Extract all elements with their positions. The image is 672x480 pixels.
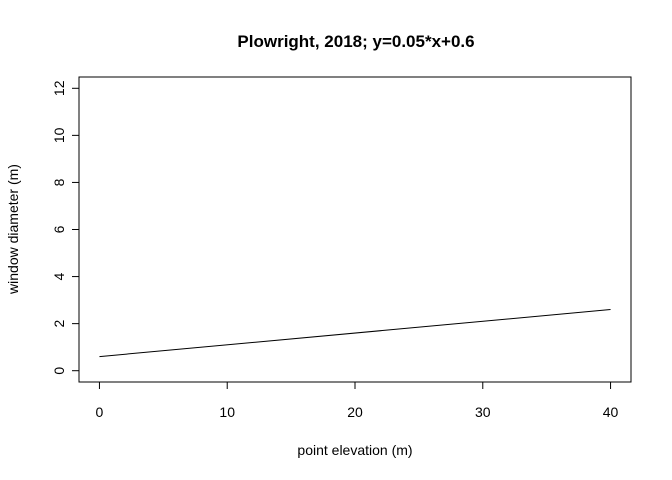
x-tick-label: 0 — [96, 404, 104, 420]
x-axis: 0 10 20 30 40 — [96, 381, 619, 420]
y-axis: 0 2 4 6 8 10 12 — [51, 80, 80, 375]
y-tick-label: 8 — [51, 178, 67, 186]
x-tick-label: 10 — [219, 404, 235, 420]
series-layer — [99, 309, 611, 358]
plot-frame — [78, 76, 632, 383]
chart-title: Plowright, 2018; y=0.05*x+0.6 — [237, 32, 474, 51]
y-tick-label: 2 — [51, 320, 67, 328]
y-tick-label: 10 — [51, 127, 67, 143]
x-axis-label: point elevation (m) — [297, 442, 412, 458]
y-tick-label: 12 — [51, 80, 67, 96]
y-tick-label: 4 — [51, 272, 67, 280]
y-tick-label: 0 — [51, 367, 67, 375]
y-axis-label: window diameter (m) — [5, 164, 21, 295]
x-tick-label: 30 — [475, 404, 491, 420]
y-tick-label: 6 — [51, 225, 67, 233]
x-tick-label: 40 — [603, 404, 619, 420]
x-tick-label: 20 — [347, 404, 363, 420]
series-line-0 — [99, 309, 611, 358]
